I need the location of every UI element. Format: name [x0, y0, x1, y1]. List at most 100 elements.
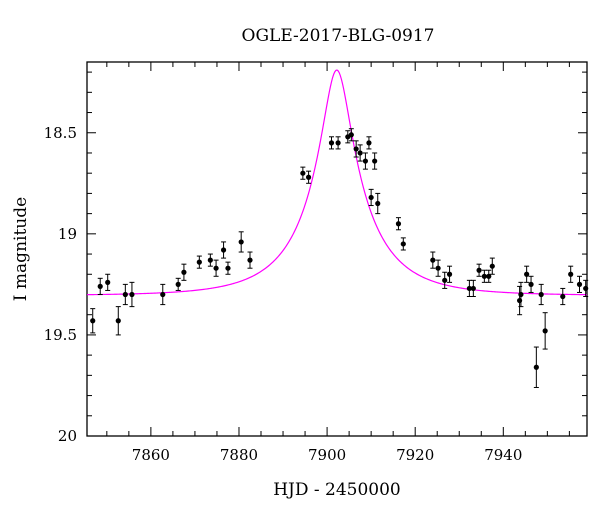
data-marker	[247, 257, 253, 263]
data-marker	[430, 257, 436, 263]
data-point	[481, 269, 487, 283]
data-marker	[196, 259, 202, 265]
x-tick-label: 7900	[308, 446, 346, 464]
y-tick-label: 19.5	[44, 326, 77, 344]
data-marker	[207, 257, 213, 263]
data-marker	[583, 285, 589, 292]
data-point	[368, 188, 374, 207]
data-point	[122, 283, 128, 306]
data-marker	[362, 158, 369, 164]
data-point	[583, 279, 589, 298]
x-tick-label: 7880	[220, 446, 258, 464]
data-point	[533, 346, 539, 388]
data-point	[353, 140, 359, 158]
data-point	[225, 261, 231, 275]
data-point	[213, 259, 219, 277]
data-marker	[300, 170, 306, 176]
data-point	[129, 281, 135, 308]
data-marker	[328, 140, 335, 146]
data-marker	[366, 140, 372, 146]
data-marker	[372, 158, 378, 164]
data-marker	[400, 241, 406, 247]
data-point	[181, 263, 187, 281]
data-point	[247, 251, 253, 269]
data-point	[305, 170, 312, 184]
data-marker	[435, 265, 441, 271]
data-point	[560, 287, 566, 306]
y-tick-label: 18.5	[44, 124, 77, 142]
data-marker	[576, 281, 583, 287]
data-point	[220, 241, 227, 259]
data-point	[207, 253, 213, 267]
data-point	[375, 192, 381, 215]
data-marker	[160, 291, 166, 298]
data-marker	[353, 146, 359, 152]
data-point	[115, 306, 121, 336]
data-point	[372, 152, 378, 170]
data-point	[238, 231, 244, 253]
data-point	[90, 308, 96, 334]
data-point	[528, 275, 534, 293]
data-point	[524, 265, 530, 283]
data-marker	[481, 273, 487, 279]
data-point	[518, 281, 524, 308]
x-axis-label: HJD - 2450000	[273, 480, 401, 500]
data-point	[400, 237, 406, 251]
data-marker	[335, 140, 341, 146]
chart-title: OGLE-2017-BLG-0917	[242, 26, 435, 46]
data-marker	[466, 285, 472, 292]
data-point	[430, 251, 436, 269]
data-marker	[542, 328, 548, 334]
data-points	[90, 128, 589, 388]
data-marker	[220, 247, 227, 253]
data-point	[538, 283, 544, 306]
data-marker	[225, 265, 231, 271]
data-point	[357, 144, 363, 162]
data-marker	[560, 293, 566, 300]
data-marker	[175, 281, 181, 287]
data-point	[105, 273, 111, 291]
data-marker	[97, 283, 103, 289]
data-point	[160, 283, 166, 306]
x-tick-label: 7920	[396, 446, 434, 464]
y-tick-label: 19	[58, 225, 77, 243]
data-marker	[305, 174, 312, 180]
data-point	[97, 277, 103, 295]
data-point	[362, 152, 369, 170]
data-point	[328, 136, 335, 150]
data-marker	[476, 267, 482, 273]
data-marker	[446, 271, 453, 277]
data-marker	[368, 194, 374, 201]
data-point	[435, 259, 441, 277]
data-marker	[528, 281, 534, 287]
data-marker	[115, 318, 121, 324]
data-point	[486, 269, 492, 283]
data-point	[446, 265, 453, 283]
data-point	[300, 166, 306, 180]
data-marker	[90, 318, 96, 324]
data-point	[335, 136, 341, 150]
data-point	[395, 217, 402, 231]
x-tick-label: 7860	[132, 446, 170, 464]
data-point	[568, 265, 574, 283]
data-marker	[524, 271, 530, 277]
data-marker	[375, 200, 381, 207]
data-point	[175, 277, 181, 291]
data-marker	[181, 269, 187, 275]
data-marker	[518, 291, 524, 298]
data-point	[542, 312, 548, 350]
y-axis-label: I magnitude	[11, 197, 31, 301]
data-marker	[122, 291, 128, 298]
model-curve	[86, 69, 588, 296]
data-point	[196, 255, 202, 269]
data-marker	[105, 279, 111, 285]
data-marker	[213, 265, 219, 271]
data-marker	[486, 273, 492, 279]
data-marker	[538, 291, 544, 298]
plot-area	[86, 69, 589, 388]
plot-frame	[86, 61, 588, 437]
data-point	[470, 279, 476, 298]
axis-tick-labels: 7860 7880 7900 7920 7940 18.5 19 19.5 20	[44, 124, 523, 464]
data-marker	[357, 150, 363, 156]
